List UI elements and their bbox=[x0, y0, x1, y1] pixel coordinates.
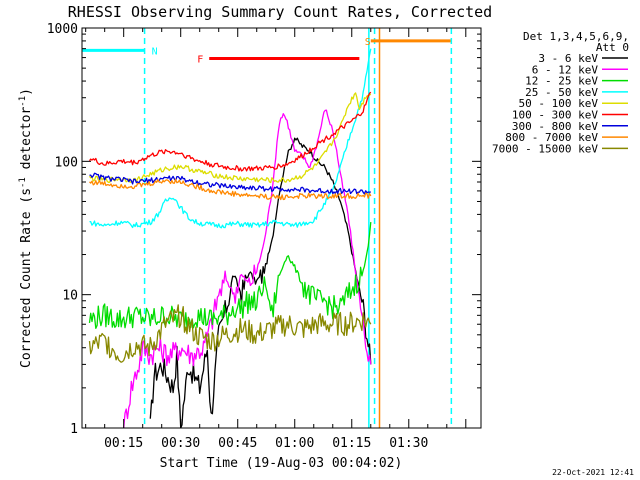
legend-label: 3 - 6 keV bbox=[538, 52, 598, 65]
plot-frame bbox=[81, 27, 482, 429]
series-line-300-800-kev bbox=[89, 172, 371, 195]
legend-header-2: Att 0 bbox=[596, 41, 629, 54]
timestamp: 22-Oct-2021 12:41 bbox=[552, 468, 634, 477]
y-tick-label: 1 bbox=[70, 422, 78, 437]
legend-label: 50 - 100 keV bbox=[519, 97, 599, 110]
legend-label: 7000 - 15000 keV bbox=[492, 142, 598, 155]
series-line-800-7000-kev bbox=[89, 178, 372, 201]
flag-label: N bbox=[152, 46, 158, 57]
legend-label: 800 - 7000 keV bbox=[505, 131, 598, 144]
y-axis-label-mid: detector bbox=[19, 107, 34, 178]
flag-label: S bbox=[365, 37, 371, 48]
y-axis-label-end: ) bbox=[19, 88, 34, 96]
series-line-6-12-kev bbox=[123, 109, 372, 428]
x-tick-label: 00:30 bbox=[161, 436, 200, 451]
y-tick-label: 1000 bbox=[47, 22, 78, 37]
series-line-7000-15000-kev bbox=[88, 304, 372, 363]
x-tick-label: 01:00 bbox=[275, 436, 314, 451]
legend-header-1: Det 1,3,4,5,6,9, bbox=[523, 30, 629, 43]
y-axis-label: Corrected Count Rate (s-1 detector-1) bbox=[18, 88, 34, 368]
x-tick-label: 00:15 bbox=[104, 436, 143, 451]
legend-label: 100 - 300 keV bbox=[512, 109, 598, 122]
legend-label: 25 - 50 keV bbox=[525, 86, 598, 99]
flag-label: F bbox=[197, 55, 203, 66]
series-line-100-300-kev bbox=[88, 91, 372, 172]
legend-label: 12 - 25 keV bbox=[525, 75, 598, 88]
x-axis-label: Start Time (19-Aug-03 00:04:02) bbox=[160, 456, 403, 471]
x-tick-label: 01:15 bbox=[332, 436, 371, 451]
legend-label: 6 - 12 keV bbox=[532, 63, 599, 76]
series-line-12-25-kev bbox=[88, 222, 372, 329]
x-tick-label: 00:45 bbox=[218, 436, 257, 451]
y-tick-label: 10 bbox=[62, 289, 78, 304]
x-tick-label: 01:30 bbox=[389, 436, 428, 451]
y-axis-label-sup1: -1 bbox=[18, 177, 28, 188]
y-axis-label-sup2: -1 bbox=[18, 96, 28, 107]
y-axis-label-main: Corrected Count Rate (s bbox=[19, 188, 34, 368]
chart-title: RHESSI Observing Summary Count Rates, Co… bbox=[68, 3, 492, 21]
legend-label: 300 - 800 keV bbox=[512, 120, 598, 133]
series-line-25-50-kev bbox=[89, 48, 372, 229]
y-tick-label: 100 bbox=[55, 155, 78, 170]
